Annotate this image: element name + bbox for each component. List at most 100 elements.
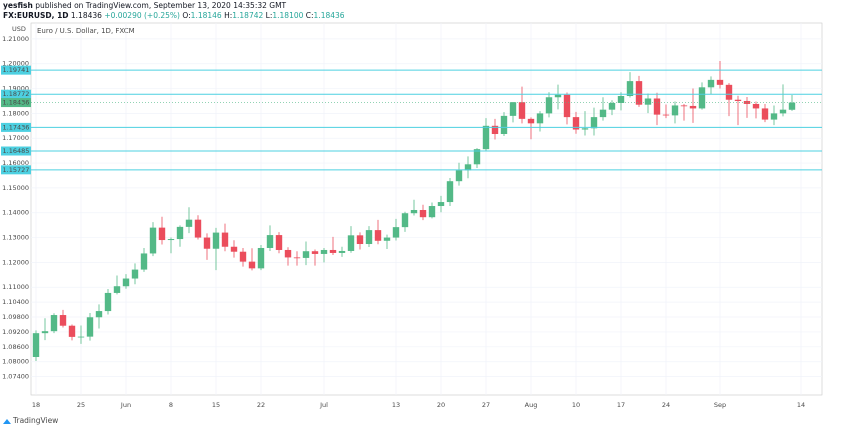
candle-body <box>761 108 769 120</box>
candle-body <box>437 202 445 207</box>
candle-body <box>221 232 229 247</box>
x-tick-label: Sep <box>714 401 726 409</box>
symbol-line: FX:EURUSD, 1D 1.18436 +0.00290 (+0.25%) … <box>3 11 345 20</box>
price-label: 1.16485 <box>3 147 30 155</box>
price-label: 1.15727 <box>3 166 30 174</box>
candle-body <box>734 99 742 101</box>
footer: TradingView <box>3 416 58 425</box>
logo <box>3 419 11 424</box>
candle-body <box>554 94 562 98</box>
candle-body <box>743 100 751 104</box>
candle-body <box>122 278 130 287</box>
candle-body <box>365 230 373 245</box>
candle-body <box>608 102 616 110</box>
candle-body <box>689 105 697 109</box>
publisher: yesfish <box>3 1 33 10</box>
candle-body <box>536 113 544 124</box>
change: +0.00290 (+0.25%) <box>104 11 180 20</box>
candle-body <box>635 81 643 105</box>
x-tick-label: 18 <box>32 401 40 409</box>
x-tick-label: 25 <box>77 401 85 409</box>
pane-border <box>30 22 823 396</box>
candle-body <box>644 98 652 105</box>
y-tick-label: 1.17000 <box>2 134 29 142</box>
candle-body <box>563 94 571 118</box>
candle-body <box>320 249 328 254</box>
y-tick-label: 1.20000 <box>2 60 29 68</box>
candle-body <box>455 170 463 182</box>
candle-body <box>275 235 283 250</box>
candle-body <box>446 181 454 203</box>
candle-body <box>293 257 301 259</box>
last-price-box <box>1 98 31 108</box>
x-tick-label: 27 <box>482 401 490 409</box>
low: 1.18100 <box>272 11 303 20</box>
y-tick-label: 1.08600 <box>2 343 29 351</box>
candle-body <box>302 251 310 258</box>
last-price-label: 1.18436 <box>3 99 30 107</box>
x-tick-label: 14 <box>797 401 805 409</box>
price: 1.18436 <box>71 11 102 20</box>
candle-body <box>518 102 526 119</box>
candle-body <box>77 336 85 338</box>
close: 1.18436 <box>314 11 345 20</box>
candle-body <box>428 206 436 218</box>
candle-body <box>752 103 760 109</box>
y-tick-label: 1.09800 <box>2 313 29 321</box>
candle-body <box>419 209 427 218</box>
published: published on TradingView.com, September … <box>35 1 286 10</box>
y-tick-label: 1.11000 <box>2 283 29 291</box>
header-line: yesfish published on TradingView.com, Se… <box>3 1 287 10</box>
candle-body <box>176 226 184 240</box>
candle-body <box>770 113 778 120</box>
candle-body <box>707 79 715 88</box>
candle-body <box>329 249 337 253</box>
y-tick-label: 1.12000 <box>2 258 29 266</box>
candle-body <box>113 286 121 293</box>
candle-body <box>239 251 247 262</box>
candle-body <box>509 102 517 116</box>
candle-body <box>527 118 535 124</box>
l-label: L: <box>266 11 273 20</box>
y-tick-label: 1.13000 <box>2 234 29 242</box>
price-label-box <box>1 65 31 75</box>
symbol: FX:EURUSD, 1D <box>3 11 69 20</box>
candle-body <box>194 219 202 238</box>
candle-body <box>410 209 418 214</box>
y-tick-label: 1.16000 <box>2 159 29 167</box>
brand: TradingView <box>12 416 58 425</box>
y-tick-label: 1.07400 <box>2 373 29 381</box>
price-label-box <box>1 89 31 99</box>
y-unit: USD <box>12 25 26 33</box>
candle-body <box>374 230 382 241</box>
candle-body <box>41 331 49 334</box>
candle-body <box>491 125 499 135</box>
candle-body <box>311 251 319 254</box>
x-tick-label: 10 <box>572 401 580 409</box>
price-label: 1.19741 <box>3 66 30 74</box>
y-tick-label: 1.14000 <box>2 209 29 217</box>
candle-body <box>167 239 175 241</box>
y-tick-label: 1.08000 <box>2 358 29 366</box>
candle-body <box>653 98 661 115</box>
price-label-box <box>1 165 31 175</box>
y-tick-label: 1.15000 <box>2 184 29 192</box>
c-label: C: <box>306 11 314 20</box>
open: 1.18146 <box>191 11 222 20</box>
candle-body <box>59 315 67 326</box>
candle-body <box>698 87 706 109</box>
x-tick-label: Jul <box>319 401 328 409</box>
price-label: 1.18772 <box>3 90 30 98</box>
candle-body <box>788 102 796 110</box>
high: 1.18742 <box>232 11 263 20</box>
candle-body <box>545 97 553 114</box>
candle-body <box>338 250 346 253</box>
price-label-box <box>1 146 31 156</box>
candle-body <box>671 105 679 116</box>
price-label: 1.17436 <box>3 123 30 131</box>
x-tick-label: 8 <box>169 401 173 409</box>
candle-body <box>482 125 490 150</box>
y-tick-label: 1.21000 <box>2 35 29 43</box>
candle-body <box>716 79 724 85</box>
